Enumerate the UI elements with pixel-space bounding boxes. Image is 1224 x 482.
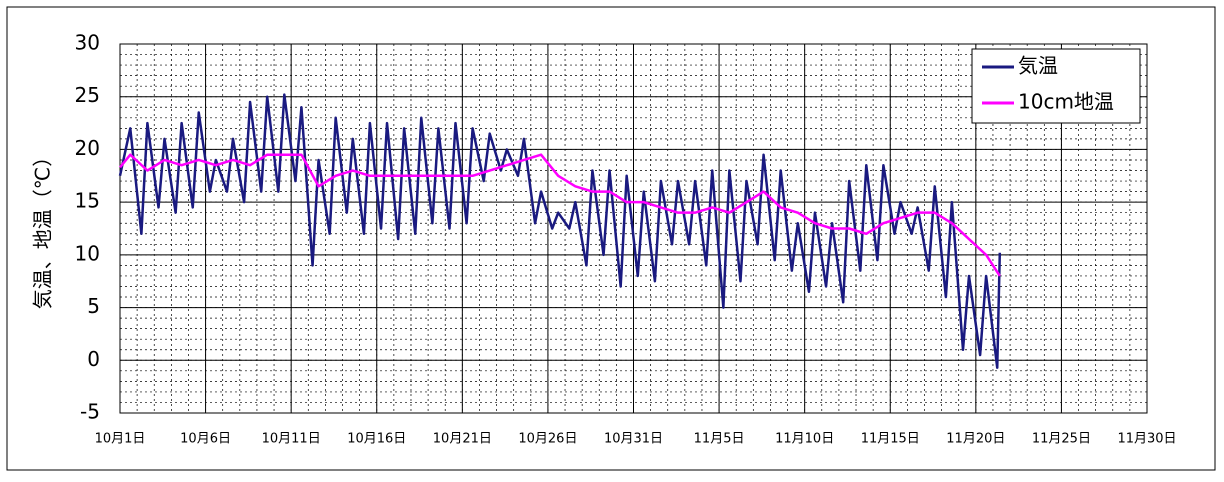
legend-label: 10cm地温 — [1018, 90, 1114, 114]
y-axis-label: 気温、地温（℃） — [31, 147, 55, 309]
series-line — [119, 153, 1001, 277]
x-tick-label: 10月21日 — [433, 432, 492, 447]
x-tick-label: 10月26日 — [518, 432, 577, 447]
y-tick-label: 20 — [75, 136, 100, 160]
x-tick-label: 10月31日 — [604, 432, 663, 447]
y-tick-label: 0 — [87, 347, 100, 371]
y-tick-label: 25 — [75, 83, 100, 107]
legend-label: 気温 — [1018, 54, 1058, 78]
x-tick-label: 11月10日 — [775, 432, 834, 447]
x-tick-label: 11月20日 — [946, 432, 1005, 447]
x-tick-label: 10月16日 — [347, 432, 406, 447]
y-tick-label: 15 — [75, 189, 100, 213]
x-tick-label: 10月6日 — [180, 432, 231, 447]
x-tick-label: 10月11日 — [262, 432, 321, 447]
x-tick-label: 11月15日 — [861, 432, 920, 447]
x-tick-label: 11月5日 — [694, 432, 745, 447]
y-tick-label: 10 — [75, 241, 100, 265]
x-tick-label: 10月1日 — [95, 432, 146, 447]
y-tick-label: 30 — [75, 31, 100, 55]
x-tick-label: 11月25日 — [1032, 432, 1091, 447]
y-tick-label: -5 — [80, 400, 100, 424]
x-tick-label: 11月30日 — [1117, 432, 1176, 447]
y-tick-label: 5 — [87, 294, 100, 318]
legend-box — [971, 48, 1141, 124]
series-line — [118, 93, 1002, 369]
